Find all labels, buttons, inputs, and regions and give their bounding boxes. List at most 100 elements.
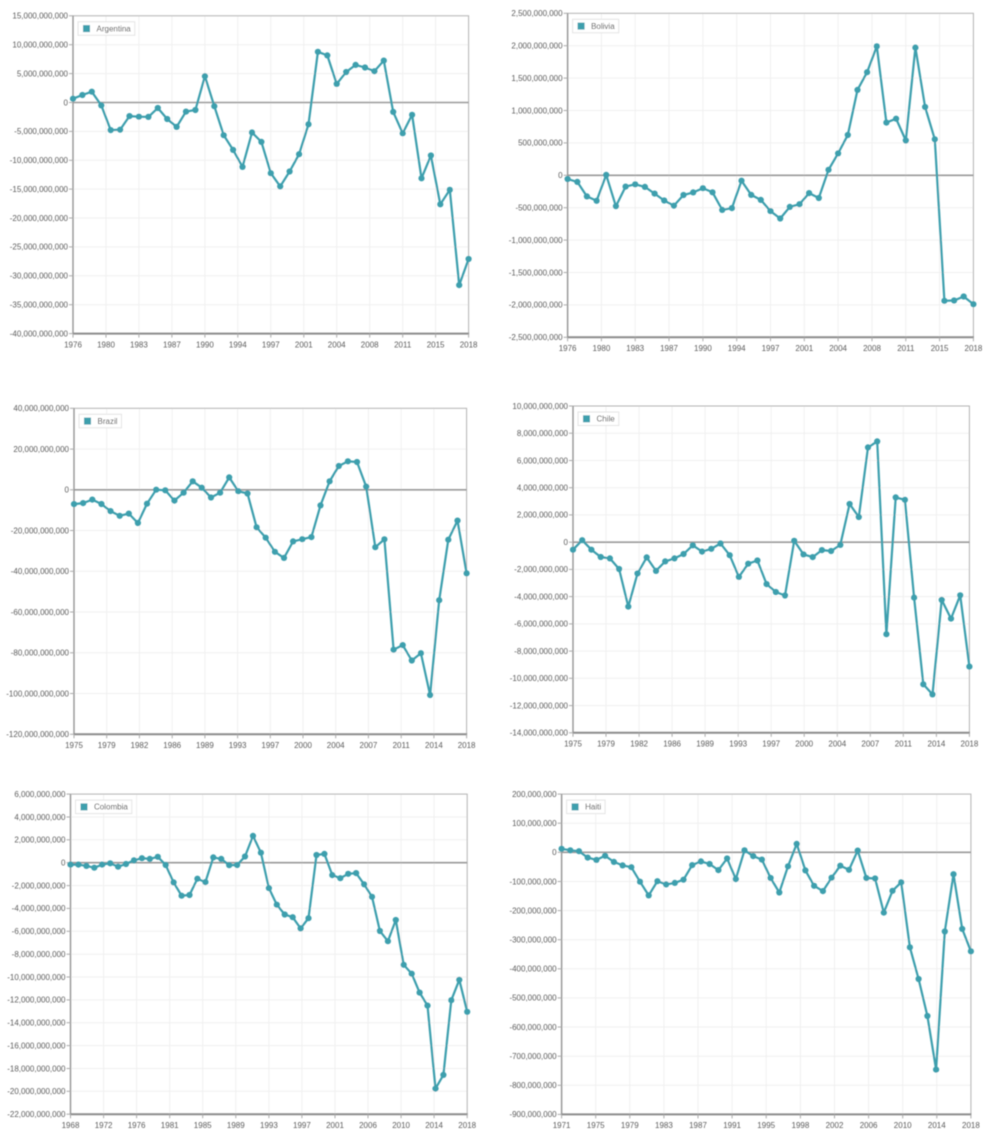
svg-text:2011: 2011 (394, 340, 412, 349)
svg-text:1983: 1983 (626, 344, 644, 353)
svg-text:-6,000,000,000: -6,000,000,000 (12, 927, 66, 936)
svg-text:1997: 1997 (262, 340, 280, 349)
svg-text:1975: 1975 (65, 741, 83, 750)
svg-text:Brazil: Brazil (98, 417, 118, 426)
svg-text:1982: 1982 (630, 740, 648, 749)
svg-text:2014: 2014 (928, 740, 946, 749)
svg-text:2000: 2000 (294, 741, 312, 750)
svg-text:8,000,000,000: 8,000,000,000 (517, 429, 569, 438)
svg-text:-100,000,000: -100,000,000 (509, 877, 557, 886)
svg-text:1994: 1994 (229, 340, 247, 349)
svg-text:-12,000,000,000: -12,000,000,000 (510, 701, 569, 710)
svg-text:2001: 2001 (326, 1121, 344, 1130)
svg-text:-80,000,000,000: -80,000,000,000 (11, 649, 70, 658)
svg-text:-120,000,000,000: -120,000,000,000 (6, 730, 69, 739)
svg-text:-4,000,000,000: -4,000,000,000 (514, 592, 568, 601)
svg-text:-1,500,000,000: -1,500,000,000 (509, 268, 563, 277)
svg-text:-600,000,000: -600,000,000 (509, 1023, 557, 1032)
svg-text:-60,000,000,000: -60,000,000,000 (11, 608, 70, 617)
svg-text:1976: 1976 (559, 344, 577, 353)
svg-text:1982: 1982 (131, 741, 149, 750)
svg-text:5,000,000,000: 5,000,000,000 (17, 69, 69, 78)
svg-text:-500,000,000: -500,000,000 (515, 204, 563, 213)
svg-text:2018: 2018 (962, 1121, 980, 1130)
svg-text:-700,000,000: -700,000,000 (509, 1052, 557, 1061)
svg-text:-22,000,000,000: -22,000,000,000 (7, 1110, 66, 1119)
svg-text:2,000,000,000: 2,000,000,000 (517, 511, 569, 520)
svg-text:-14,000,000,000: -14,000,000,000 (510, 729, 569, 738)
svg-text:1976: 1976 (128, 1121, 146, 1130)
svg-text:-900,000,000: -900,000,000 (509, 1110, 557, 1119)
svg-text:Chile: Chile (597, 415, 616, 424)
svg-text:-800,000,000: -800,000,000 (509, 1081, 557, 1090)
svg-text:1997: 1997 (261, 741, 279, 750)
svg-text:1,500,000,000: 1,500,000,000 (511, 74, 563, 83)
svg-text:1987: 1987 (689, 1121, 707, 1130)
svg-text:100,000,000: 100,000,000 (512, 819, 557, 828)
svg-text:-2,000,000,000: -2,000,000,000 (514, 565, 568, 574)
svg-text:2018: 2018 (458, 741, 476, 750)
svg-text:-35,000,000,000: -35,000,000,000 (10, 301, 69, 310)
svg-text:-500,000,000: -500,000,000 (509, 994, 557, 1003)
svg-text:1994: 1994 (728, 344, 746, 353)
svg-text:2018: 2018 (460, 340, 478, 349)
svg-text:2004: 2004 (327, 741, 345, 750)
svg-text:2004: 2004 (328, 340, 346, 349)
svg-text:1968: 1968 (62, 1121, 80, 1130)
svg-text:2014: 2014 (425, 1121, 443, 1130)
svg-text:15,000,000,000: 15,000,000,000 (12, 12, 68, 21)
svg-text:-5,000,000,000: -5,000,000,000 (14, 127, 68, 136)
svg-text:1979: 1979 (98, 741, 116, 750)
svg-text:2011: 2011 (895, 740, 913, 749)
svg-text:2014: 2014 (425, 741, 443, 750)
svg-text:1975: 1975 (587, 1121, 605, 1130)
svg-text:-10,000,000,000: -10,000,000,000 (7, 973, 66, 982)
svg-text:2001: 2001 (795, 344, 813, 353)
svg-text:-1,000,000,000: -1,000,000,000 (509, 236, 563, 245)
svg-text:-14,000,000,000: -14,000,000,000 (7, 1019, 66, 1028)
svg-text:2015: 2015 (931, 344, 949, 353)
svg-text:-8,000,000,000: -8,000,000,000 (12, 950, 66, 959)
svg-text:2006: 2006 (860, 1121, 878, 1130)
svg-text:1971: 1971 (553, 1121, 571, 1130)
svg-text:1976: 1976 (64, 340, 82, 349)
svg-text:2011: 2011 (393, 741, 411, 750)
svg-text:1987: 1987 (660, 344, 678, 353)
svg-text:2007: 2007 (360, 741, 378, 750)
svg-text:2002: 2002 (826, 1121, 844, 1130)
svg-text:-16,000,000,000: -16,000,000,000 (7, 1041, 66, 1050)
svg-text:1990: 1990 (196, 340, 214, 349)
svg-text:1993: 1993 (729, 740, 747, 749)
svg-text:2010: 2010 (392, 1121, 410, 1130)
svg-text:1990: 1990 (694, 344, 712, 353)
svg-text:-12,000,000,000: -12,000,000,000 (7, 996, 66, 1005)
svg-text:-2,000,000,000: -2,000,000,000 (12, 881, 66, 890)
svg-text:1985: 1985 (194, 1121, 212, 1130)
svg-text:1997: 1997 (762, 344, 780, 353)
svg-text:2,500,000,000: 2,500,000,000 (511, 9, 563, 18)
svg-text:1995: 1995 (757, 1121, 775, 1130)
svg-text:-8,000,000,000: -8,000,000,000 (514, 647, 568, 656)
svg-text:1989: 1989 (227, 1121, 245, 1130)
svg-text:1983: 1983 (130, 340, 148, 349)
svg-text:-40,000,000,000: -40,000,000,000 (11, 567, 70, 576)
svg-text:2006: 2006 (359, 1121, 377, 1130)
svg-text:200,000,000: 200,000,000 (512, 790, 557, 799)
svg-text:Bolivia: Bolivia (591, 22, 615, 31)
svg-text:Haiti: Haiti (585, 803, 601, 812)
svg-text:0: 0 (552, 848, 557, 857)
svg-text:6,000,000,000: 6,000,000,000 (517, 456, 569, 465)
svg-text:2018: 2018 (961, 740, 979, 749)
svg-text:2001: 2001 (295, 340, 313, 349)
svg-text:1987: 1987 (163, 340, 181, 349)
svg-text:-300,000,000: -300,000,000 (509, 936, 557, 945)
svg-text:-10,000,000,000: -10,000,000,000 (10, 156, 69, 165)
svg-text:-40,000,000,000: -40,000,000,000 (10, 329, 69, 338)
svg-text:-20,000,000,000: -20,000,000,000 (10, 214, 69, 223)
svg-text:1975: 1975 (564, 740, 582, 749)
svg-text:2007: 2007 (861, 740, 879, 749)
svg-text:2014: 2014 (928, 1121, 946, 1130)
svg-text:1980: 1980 (97, 340, 115, 349)
svg-text:2018: 2018 (458, 1121, 476, 1130)
svg-text:-20,000,000,000: -20,000,000,000 (7, 1087, 66, 1096)
